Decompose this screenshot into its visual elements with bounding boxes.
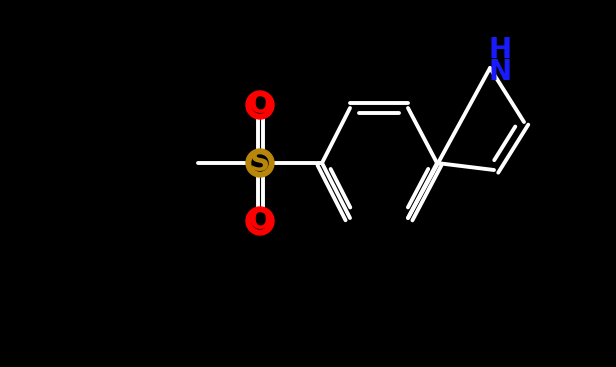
Text: S: S	[250, 149, 270, 177]
Circle shape	[252, 97, 268, 113]
Circle shape	[252, 155, 268, 171]
Circle shape	[252, 213, 268, 229]
Circle shape	[246, 149, 274, 177]
Circle shape	[246, 91, 274, 119]
Circle shape	[246, 207, 274, 235]
Text: N: N	[488, 58, 511, 86]
Text: H: H	[488, 36, 511, 64]
Text: O: O	[248, 207, 272, 235]
Text: O: O	[248, 91, 272, 119]
